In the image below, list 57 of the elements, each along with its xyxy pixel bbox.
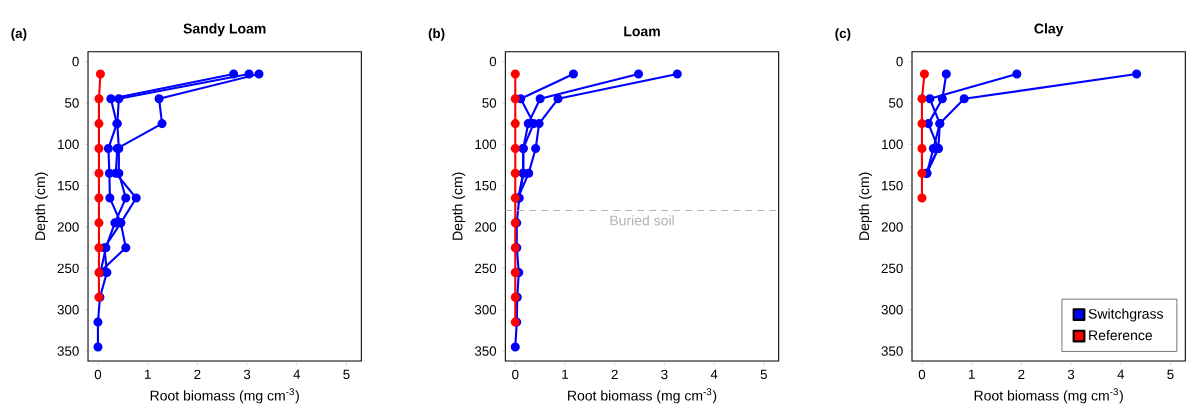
y-tick-label: 150: [882, 180, 903, 191]
x-tick-label: 4: [293, 369, 301, 379]
y-tick-label: 50: [889, 98, 903, 108]
y-tick-label: 150: [58, 180, 79, 191]
text: (c): [835, 28, 851, 41]
x-tick-label: 0: [94, 369, 102, 380]
y-tick-label: 250: [475, 263, 497, 274]
y-tick-label: 150: [475, 180, 497, 191]
ref-line-label: Buried soil: [610, 215, 674, 226]
y-tick-label: 100: [58, 139, 79, 150]
x-tick-label: 5: [1167, 369, 1174, 379]
x-tick-label: 0: [512, 369, 519, 380]
y-tick-label: 350: [57, 346, 79, 356]
y-tick-label: 50: [482, 98, 497, 108]
x-tick-label: 3: [243, 369, 251, 380]
legend-label: Switchgrass: [1088, 308, 1163, 322]
x-tick-label: 5: [760, 369, 767, 379]
text: (a): [11, 28, 27, 41]
y-tick-label: 300: [881, 304, 903, 315]
x-tick-label: 4: [1117, 369, 1125, 379]
y-tick-label: 300: [57, 304, 79, 315]
x-tick-label: 0: [918, 369, 926, 380]
x-tick-label: 5: [343, 369, 350, 379]
y-tick-label: 350: [881, 346, 903, 356]
x-tick-label: 2: [611, 369, 618, 380]
y-tick-label: 200: [57, 222, 79, 232]
legend-label: Reference: [1089, 329, 1153, 341]
y-tick-label: 200: [475, 222, 497, 232]
y-axis-title: Depth (cm): [452, 172, 466, 240]
y-tick-label: 100: [882, 139, 903, 150]
x-tick-label: 3: [661, 369, 668, 380]
y-tick-label: 300: [474, 304, 497, 315]
y-tick-label: 250: [57, 263, 79, 274]
x-tick-label: 3: [1067, 369, 1075, 380]
y-tick-label: 50: [65, 98, 79, 108]
y-tick-label: 0: [489, 56, 497, 67]
chart-title: Sandy Loam: [183, 23, 266, 37]
chart-title: Clay: [1034, 23, 1064, 37]
x-tick-label: 2: [194, 369, 201, 380]
y-tick-label: 200: [881, 222, 903, 232]
x-axis-title: Root biomass (mg cm$^{-3}$): [568, 388, 717, 404]
x-tick-label: 2: [1018, 369, 1025, 380]
y-tick-label: 100: [475, 139, 497, 150]
x-axis-title: Root biomass (mg cm$^{-3}$): [974, 388, 1123, 404]
x-tick-label: 1: [562, 369, 569, 379]
y-tick-label: 0: [72, 56, 79, 67]
y-axis-title: Depth (cm): [858, 172, 872, 240]
chart-title: Loam: [624, 26, 660, 37]
x-tick-label: 4: [710, 369, 718, 379]
x-tick-label: 1: [144, 369, 151, 379]
x-tick-label: 1: [968, 369, 975, 379]
y-axis-title: Depth (cm): [34, 172, 48, 240]
text: (b): [428, 28, 445, 41]
y-tick-label: 350: [474, 346, 497, 356]
y-tick-label: 0: [896, 56, 903, 67]
y-tick-label: 250: [881, 263, 903, 274]
x-axis-title: Root biomass (mg cm$^{-3}$): [150, 388, 299, 404]
